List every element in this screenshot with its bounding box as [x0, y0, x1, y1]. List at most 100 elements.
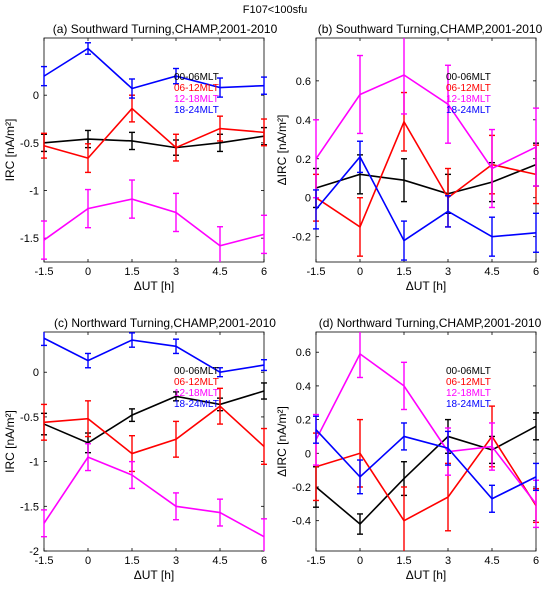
y-tick-label: 0 [33, 90, 39, 102]
x-tick-label: 3 [445, 555, 451, 567]
panel-title: (a) Southward Turning,CHAMP,2001-2010 [53, 22, 278, 36]
error-bar [533, 462, 539, 492]
series-line [43, 405, 265, 455]
legend-entry: 06-12MLT [446, 377, 491, 388]
legend-entry: 18-24MLT [446, 105, 491, 116]
error-bar [129, 78, 135, 99]
series-line [43, 337, 265, 374]
error-bar [217, 115, 223, 142]
legend-entry: 00-06MLT [174, 366, 219, 377]
y-axis-label: IRC [nA/m²] [3, 119, 17, 182]
error-bar [313, 189, 319, 230]
series-line [315, 352, 537, 505]
error-bar [217, 367, 223, 378]
x-axis-label: ΔUT [h] [406, 279, 446, 293]
error-bar [533, 412, 539, 441]
figure-title: F107<100sfu [243, 4, 308, 16]
y-tick-label: -0.2 [292, 232, 311, 244]
chart-panel-3: (c) Northward Turning,CHAMP,2001-2010 -1.… [3, 316, 276, 582]
x-axis-label: ΔUT [h] [134, 568, 174, 582]
x-tick-label: 0 [85, 555, 91, 567]
error-bar [401, 220, 407, 261]
y-tick-label: 0 [305, 193, 311, 205]
y-tick-label: -1 [29, 186, 39, 198]
x-tick-label: -1.5 [307, 555, 326, 567]
x-tick-label: 0 [357, 266, 363, 278]
error-bar [261, 118, 267, 147]
plot-frame [315, 37, 537, 263]
plot-frame [315, 331, 537, 552]
error-bar [173, 67, 179, 85]
x-tick-label: 3 [173, 555, 179, 567]
x-tick-label: -1.5 [307, 266, 326, 278]
error-bar [41, 65, 47, 87]
error-bar [85, 143, 91, 174]
y-tick-label: 0.6 [296, 76, 311, 88]
series-line [315, 74, 537, 170]
error-bar [41, 220, 47, 260]
error-bar [489, 216, 495, 257]
y-tick-label: 0 [305, 448, 311, 460]
legend-entry: 00-06MLT [446, 72, 491, 83]
series-line [43, 456, 265, 538]
error-bar [261, 518, 267, 551]
legend-entry: 12-18MLT [446, 388, 491, 399]
error-bar [401, 486, 407, 551]
series-line [43, 47, 265, 90]
y-tick-label: -0.5 [20, 412, 39, 424]
y-tick-label: 0.2 [296, 154, 311, 166]
error-bar [357, 332, 363, 379]
legend-entry: 06-12MLT [174, 83, 219, 94]
series-line [43, 390, 265, 444]
error-bar [533, 212, 539, 253]
error-bar [445, 64, 451, 144]
x-tick-label: 6 [533, 555, 539, 567]
error-bar [533, 107, 539, 187]
series-line [43, 107, 265, 160]
error-bar [357, 459, 363, 495]
error-bar [261, 427, 267, 465]
error-bar [85, 352, 91, 369]
error-bar [217, 226, 223, 262]
y-axis-label: ΔIRC [nA/m²] [275, 115, 289, 186]
error-bar [261, 76, 267, 95]
error-bar [173, 133, 179, 162]
x-tick-label: 4.5 [484, 266, 499, 278]
error-bar [41, 132, 47, 159]
y-tick-label: -0.5 [20, 138, 39, 150]
y-tick-label: 0.2 [296, 415, 311, 427]
series-line [315, 435, 537, 522]
error-bar [357, 197, 363, 257]
error-bar [129, 131, 135, 151]
error-bar [173, 391, 179, 402]
x-tick-label: -1.5 [35, 266, 54, 278]
error-bar [173, 338, 179, 355]
legend-entry: 18-24MLT [174, 105, 219, 116]
error-bar [173, 492, 179, 521]
error-bar [401, 158, 407, 203]
y-tick-label: -0.2 [292, 482, 311, 494]
error-bar [261, 214, 267, 255]
panel-title: (c) Northward Turning,CHAMP,2001-2010 [54, 316, 276, 330]
error-bar [129, 460, 135, 490]
error-bar [489, 484, 495, 513]
error-bar [129, 332, 135, 348]
legend-entry: 12-18MLT [174, 388, 219, 399]
y-tick-label: 0.4 [296, 115, 311, 127]
error-bar [489, 422, 495, 471]
series-line [315, 425, 537, 526]
legend-entry: 12-18MLT [174, 94, 219, 105]
x-tick-label: 0 [357, 555, 363, 567]
x-tick-label: 1.5 [124, 266, 139, 278]
y-tick-label: -2 [29, 546, 39, 558]
y-tick-label: 0 [33, 367, 39, 379]
x-tick-label: 4.5 [484, 555, 499, 567]
error-bar [173, 420, 179, 458]
y-axis-label: IRC [nA/m²] [3, 410, 17, 473]
y-tick-label: 0.4 [296, 381, 311, 393]
x-tick-label: 3 [173, 266, 179, 278]
chart-panel-1: (a) Southward Turning,CHAMP,2001-2010 -1.… [3, 22, 278, 293]
error-bar [217, 498, 223, 527]
error-bar [261, 382, 267, 400]
